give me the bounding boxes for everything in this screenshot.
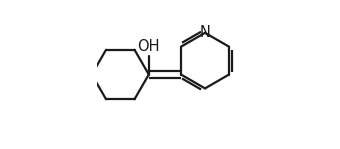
Text: N: N [200, 25, 210, 40]
Text: OH: OH [138, 39, 160, 54]
